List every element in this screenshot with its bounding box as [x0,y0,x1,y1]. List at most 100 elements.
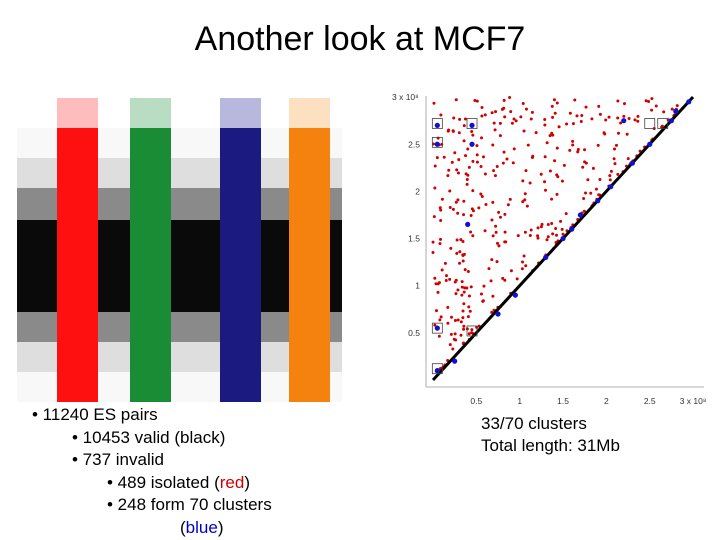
cluster-point [668,118,675,124]
isolated-point [477,206,481,210]
cluster-point [434,325,440,331]
isolated-point [551,133,555,137]
isolated-point [548,134,552,138]
cluster-point [647,141,653,147]
isolated-point [465,286,469,290]
isolated-point [453,280,457,284]
isolated-point [448,205,452,209]
isolated-point [598,112,602,116]
isolated-point [431,251,435,255]
isolated-point [528,181,532,185]
isolated-point [521,200,525,204]
x-tick-label: 0.5 [470,396,482,406]
isolated-point [508,197,512,201]
isolated-point [462,324,466,328]
isolated-point [471,189,475,193]
isolated-point [451,347,455,351]
isolated-point [521,101,525,105]
isolated-point [462,327,466,331]
isolated-point [446,305,450,309]
isolated-point [447,168,451,172]
cluster-point [495,311,501,317]
isolated-point [543,180,547,184]
isolated-point [495,241,499,245]
isolated-point [455,168,459,172]
isolated-point [619,121,623,125]
red-column [57,128,98,402]
isolated-point [448,343,452,347]
isolated-point [647,99,651,103]
isolated-point [594,187,598,191]
isolated-point [462,290,466,294]
isolated-point [461,239,465,243]
isolated-point [483,113,487,117]
x-tick-label: 1 [517,396,522,406]
isolated-point [462,302,466,306]
isolated-point [437,334,441,338]
isolated-point [545,238,549,242]
isolated-point [550,104,554,108]
isolated-point [644,99,648,103]
isolated-point [490,218,494,222]
isolated-point [467,305,471,309]
isolated-point [456,288,460,292]
isolated-point [466,315,470,319]
cluster-point [673,108,679,114]
isolated-point [450,160,454,164]
isolated-point [494,224,498,228]
isolated-point [461,316,465,320]
isolated-point [616,116,620,120]
isolated-point [523,230,527,234]
isolated-point [614,143,618,147]
isolated-point [454,292,458,296]
cluster-box [431,363,443,375]
isolated-point [528,233,532,237]
isolated-point [491,294,495,298]
isolated-point [571,122,575,126]
isolated-point [494,110,498,114]
isolated-point [449,332,453,336]
cluster-point [543,254,549,261]
isolated-point [522,129,526,133]
isolated-point [521,179,525,183]
isolated-point [479,192,483,196]
isolated-point [449,246,453,250]
isolated-point [440,142,444,146]
isolated-point [446,321,450,325]
cluster-point [452,358,458,364]
isolated-point [442,155,446,159]
cluster-box [466,118,478,129]
isolated-point [568,148,572,152]
isolated-point [491,234,495,238]
isolated-point [550,221,554,225]
blue-column [220,128,261,402]
isolated-point [613,147,617,151]
isolated-point [439,208,443,212]
isolated-point [480,136,484,140]
isolated-point [461,309,465,313]
page-title: Another look at MCF7 [194,20,526,58]
isolated-point [561,232,565,236]
isolated-point [555,192,559,196]
isolated-point [503,115,507,119]
isolated-point [454,98,458,102]
cluster-count: 33/70 clusters [481,414,587,433]
isolated-point [481,155,485,159]
isolated-point [431,240,435,244]
isolated-point [509,110,513,114]
isolated-point [487,267,491,271]
isolated-point [467,165,471,169]
cluster-point [595,198,601,204]
isolated-point [662,110,666,114]
isolated-point [586,178,590,182]
isolated-point [523,192,527,196]
isolated-point [466,147,470,151]
isolated-point [613,162,617,166]
isolated-point [581,165,585,169]
isolated-point [456,211,460,215]
isolated-point [503,240,507,244]
isolated-point [431,142,435,146]
isolated-point [455,238,459,242]
isolated-point [443,261,447,265]
isolated-point [543,123,547,127]
